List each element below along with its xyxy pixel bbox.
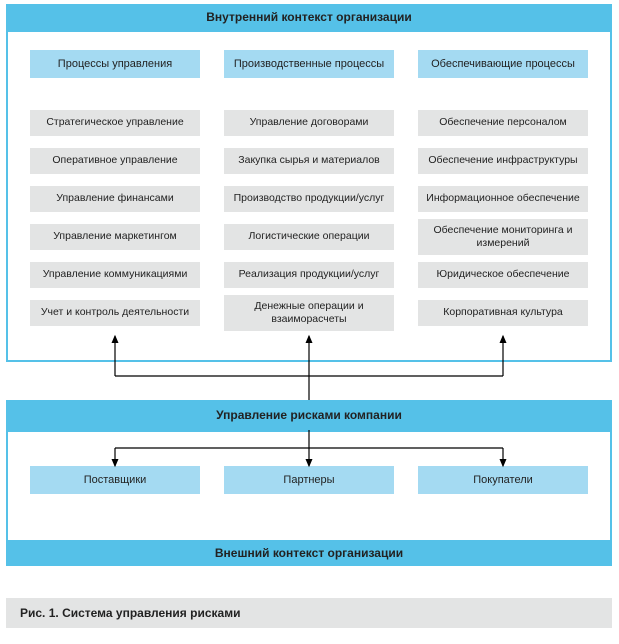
column-header: Обеспечивающие процессы <box>418 50 588 78</box>
process-item: Управление договорами <box>224 110 394 136</box>
external-actor: Партнеры <box>224 466 394 494</box>
process-item: Управление маркетингом <box>30 224 200 250</box>
process-item: Обеспечение мониторинга и измерений <box>418 219 588 255</box>
process-item: Управление коммуникациями <box>30 262 200 288</box>
process-item: Оперативное управление <box>30 148 200 174</box>
process-item: Закупка сырья и материалов <box>224 148 394 174</box>
process-item: Логистические операции <box>224 224 394 250</box>
process-item: Корпоративная культура <box>418 300 588 326</box>
process-item: Информационное обеспечение <box>418 186 588 212</box>
process-item: Реализация продукции/услуг <box>224 262 394 288</box>
process-item: Денежные операции и взаиморасчеты <box>224 295 394 331</box>
process-item: Стратегическое управление <box>30 110 200 136</box>
process-item: Управление финансами <box>30 186 200 212</box>
column-header: Процессы управления <box>30 50 200 78</box>
column-header: Производственные процессы <box>224 50 394 78</box>
external-actor: Покупатели <box>418 466 588 494</box>
process-item: Обеспечение персоналом <box>418 110 588 136</box>
internal-context-banner: Внутренний контекст организации <box>6 4 612 30</box>
process-item: Учет и контроль деятельности <box>30 300 200 326</box>
external-context-banner: Внешний контекст организации <box>6 540 612 566</box>
process-item: Производство продукции/услуг <box>224 186 394 212</box>
external-actor: Поставщики <box>30 466 200 494</box>
figure-caption: Рис. 1. Система управления рисками <box>6 598 612 628</box>
process-item: Обеспечение инфраструктуры <box>418 148 588 174</box>
process-item: Юридическое обеспечение <box>418 262 588 288</box>
risk-management-banner: Управление рисками компании <box>6 400 612 430</box>
